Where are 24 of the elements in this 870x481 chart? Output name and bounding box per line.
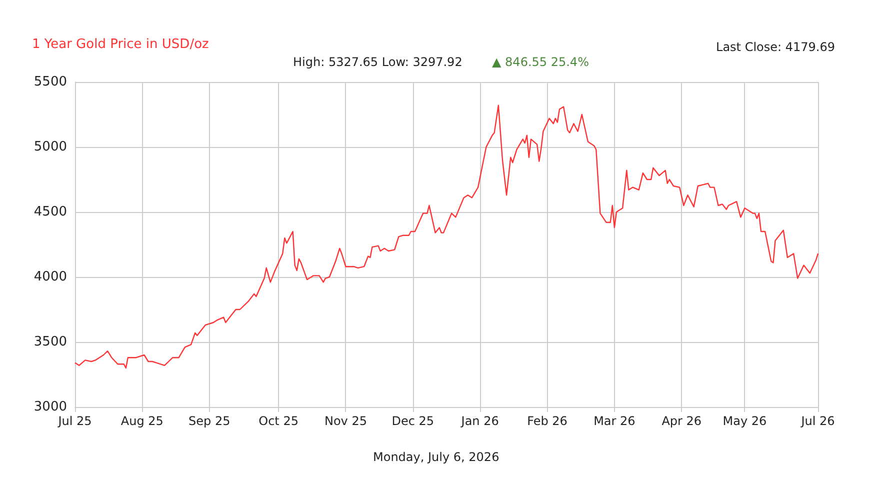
x-tick-label: Apr 26	[662, 414, 702, 428]
chart-title: 1 Year Gold Price in USD/oz	[32, 37, 210, 52]
x-tick-label: Sep 25	[188, 414, 230, 428]
x-tick-label: Feb 26	[527, 414, 568, 428]
x-tick-label: Jul 26	[800, 414, 835, 428]
text: ▲ 846.55 25.4%	[492, 55, 589, 69]
y-tick-label: 3500	[34, 334, 67, 350]
y-tick-label: 4000	[34, 270, 67, 284]
text: Monday, July 6, 2026	[373, 450, 500, 464]
x-tick-label: Nov 25	[324, 414, 367, 428]
x-tick-label: Oct 25	[258, 414, 298, 428]
y-tick-label: 3000	[34, 400, 67, 414]
x-tick-label: May 26	[722, 414, 767, 428]
x-tick-label: Jan 26	[460, 414, 499, 428]
y-tick-label: 5500	[34, 74, 67, 90]
line-series	[74, 104, 819, 369]
x-tick-label: Dec 25	[392, 414, 434, 428]
x-tick-label: Aug 25	[120, 414, 164, 428]
chart-subtitle: High: 5327.65 Low: 3297.92	[293, 55, 462, 69]
text: Last Close: 4179.69	[716, 40, 836, 54]
y-tick-label: 4500	[34, 204, 67, 220]
x-tick-label: Jul 25	[57, 414, 92, 428]
y-tick-label: 5000	[34, 140, 67, 154]
x-tick-label: Mar 26	[594, 414, 636, 428]
